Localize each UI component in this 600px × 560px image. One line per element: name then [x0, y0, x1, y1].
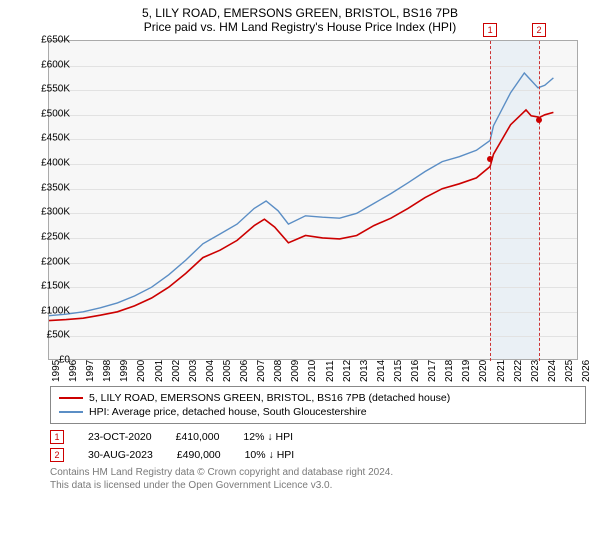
- y-tick-label: £650K: [41, 35, 70, 46]
- legend-label: HPI: Average price, detached house, Sout…: [89, 406, 367, 418]
- transaction-row: 1 23-OCT-2020 £410,000 12% ↓ HPI: [50, 430, 590, 444]
- x-tick-label: 1996: [68, 360, 79, 382]
- marker-dot: [536, 117, 542, 123]
- x-tick-label: 2005: [222, 360, 233, 382]
- x-tick-label: 2026: [581, 360, 592, 382]
- x-tick-label: 2013: [359, 360, 370, 382]
- x-tick-label: 2018: [444, 360, 455, 382]
- marker-index-box: 2: [532, 23, 546, 37]
- x-tick-label: 1998: [102, 360, 113, 382]
- y-tick-label: £250K: [41, 231, 70, 242]
- x-tick-label: 2001: [154, 360, 165, 382]
- x-tick-label: 2024: [547, 360, 558, 382]
- y-tick-label: £350K: [41, 182, 70, 193]
- x-tick-label: 2015: [393, 360, 404, 382]
- x-tick-label: 2009: [290, 360, 301, 382]
- transaction-price: £410,000: [176, 431, 220, 443]
- x-tick-label: 2002: [171, 360, 182, 382]
- transaction-delta: 12% ↓ HPI: [243, 431, 293, 443]
- transaction-date: 23-OCT-2020: [88, 431, 152, 443]
- x-tick-label: 2012: [342, 360, 353, 382]
- x-tick-label: 2025: [564, 360, 575, 382]
- transaction-row: 2 30-AUG-2023 £490,000 10% ↓ HPI: [50, 448, 590, 462]
- x-tick-label: 2000: [136, 360, 147, 382]
- y-tick-label: £500K: [41, 108, 70, 119]
- chart-container: 5, LILY ROAD, EMERSONS GREEN, BRISTOL, B…: [0, 0, 600, 498]
- x-tick-label: 2014: [376, 360, 387, 382]
- legend-item: HPI: Average price, detached house, Sout…: [59, 405, 577, 419]
- x-tick-label: 2006: [239, 360, 250, 382]
- plot-background: 12: [48, 40, 578, 360]
- transaction-index-box: 1: [50, 430, 64, 444]
- x-tick-label: 2022: [513, 360, 524, 382]
- y-tick-label: £50K: [47, 330, 70, 341]
- x-tick-label: 2021: [496, 360, 507, 382]
- marker-vline: [490, 41, 491, 361]
- legend-label: 5, LILY ROAD, EMERSONS GREEN, BRISTOL, B…: [89, 392, 450, 404]
- x-tick-label: 1997: [85, 360, 96, 382]
- y-tick-label: £100K: [41, 305, 70, 316]
- line-series-svg: [49, 41, 579, 361]
- y-tick-label: £550K: [41, 84, 70, 95]
- x-tick-label: 1995: [51, 360, 62, 382]
- footer-line: Contains HM Land Registry data © Crown c…: [50, 466, 590, 479]
- x-tick-label: 2017: [427, 360, 438, 382]
- legend-box: 5, LILY ROAD, EMERSONS GREEN, BRISTOL, B…: [50, 386, 586, 424]
- y-tick-label: £300K: [41, 207, 70, 218]
- transaction-index-box: 2: [50, 448, 64, 462]
- transaction-delta: 10% ↓ HPI: [245, 449, 295, 461]
- transaction-price: £490,000: [177, 449, 221, 461]
- x-tick-label: 2010: [307, 360, 318, 382]
- chart-subtitle: Price paid vs. HM Land Registry's House …: [10, 20, 590, 34]
- chart-title: 5, LILY ROAD, EMERSONS GREEN, BRISTOL, B…: [10, 6, 590, 20]
- x-tick-label: 1999: [119, 360, 130, 382]
- x-tick-label: 2007: [256, 360, 267, 382]
- legend-item: 5, LILY ROAD, EMERSONS GREEN, BRISTOL, B…: [59, 391, 577, 405]
- footer-attribution: Contains HM Land Registry data © Crown c…: [50, 466, 590, 492]
- series-line-hpi: [49, 73, 553, 316]
- y-tick-label: £450K: [41, 133, 70, 144]
- legend-swatch: [59, 397, 83, 399]
- x-tick-label: 2020: [478, 360, 489, 382]
- x-tick-label: 2008: [273, 360, 284, 382]
- y-tick-label: £400K: [41, 158, 70, 169]
- y-tick-label: £150K: [41, 281, 70, 292]
- x-tick-label: 2003: [188, 360, 199, 382]
- transaction-date: 30-AUG-2023: [88, 449, 153, 461]
- legend-swatch: [59, 411, 83, 413]
- x-tick-label: 2023: [530, 360, 541, 382]
- transactions: 1 23-OCT-2020 £410,000 12% ↓ HPI 2 30-AU…: [50, 430, 590, 462]
- x-tick-label: 2011: [325, 360, 336, 382]
- x-tick-label: 2004: [205, 360, 216, 382]
- series-line-price_paid: [49, 110, 553, 321]
- chart-area: 12 £0£50K£100K£150K£200K£250K£300K£350K£…: [48, 40, 600, 380]
- y-tick-label: £200K: [41, 256, 70, 267]
- title-block: 5, LILY ROAD, EMERSONS GREEN, BRISTOL, B…: [10, 6, 590, 34]
- footer-line: This data is licensed under the Open Gov…: [50, 479, 590, 492]
- x-tick-label: 2019: [461, 360, 472, 382]
- marker-vline: [539, 41, 540, 361]
- y-tick-label: £600K: [41, 59, 70, 70]
- x-tick-label: 2016: [410, 360, 421, 382]
- marker-index-box: 1: [483, 23, 497, 37]
